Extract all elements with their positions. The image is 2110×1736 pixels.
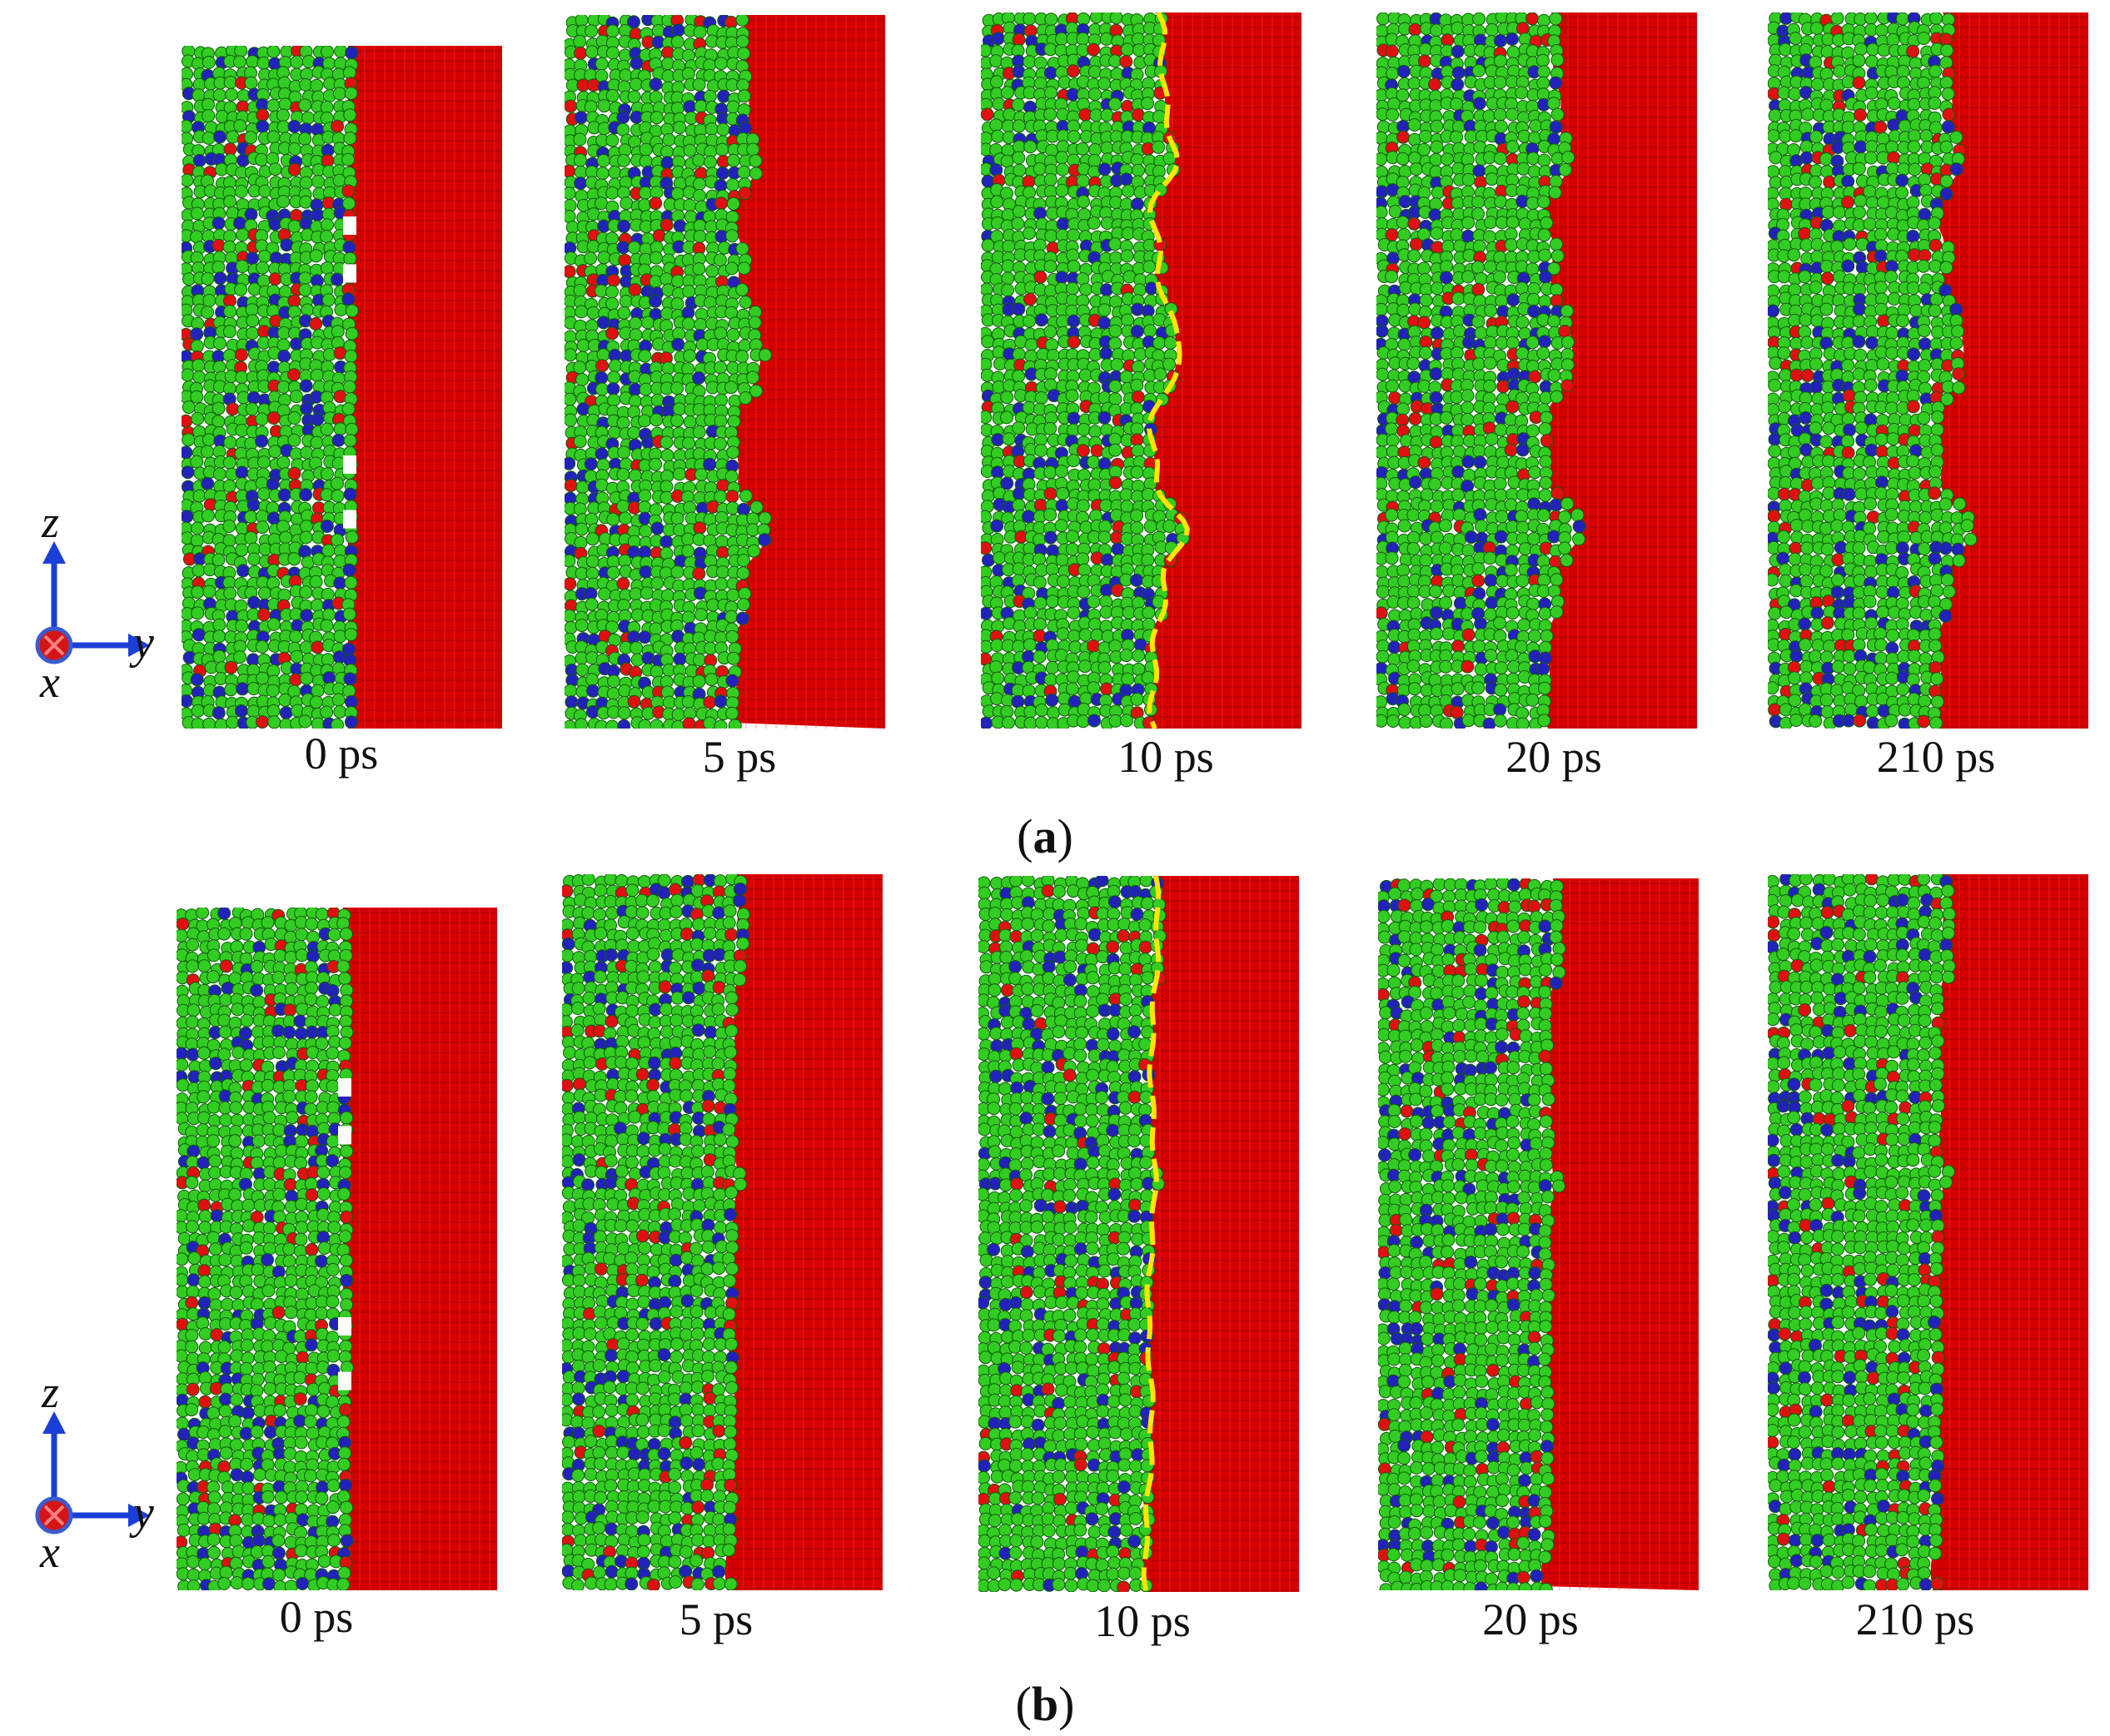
amorphous-atoms: [1768, 874, 1956, 1590]
crystal-region: [343, 908, 497, 1590]
amorphous-atoms: [177, 908, 354, 1590]
axis-triad-a-svg: z y x: [35, 497, 154, 707]
snapshot-b-10ps: [978, 876, 1299, 1592]
amorphous-atoms: [562, 874, 750, 1590]
time-label-a-2: 10 ps: [1117, 732, 1214, 782]
crystal-lattice: [1545, 12, 1697, 729]
x-axis-label-b: x: [39, 1527, 60, 1577]
snapshot-a-210ps: [1768, 12, 2088, 729]
interface-marker-line: [1141, 876, 1162, 1592]
crystal-region: [724, 874, 883, 1590]
crystal-lattice: [1544, 878, 1699, 1590]
z-axis-label-a: z: [41, 497, 59, 547]
y-axis-label-a: y: [129, 617, 154, 669]
amorphous-atoms: [1378, 878, 1566, 1590]
time-label-b-0: 0 ps: [279, 1592, 354, 1642]
axis-triad-a: z y x: [25, 497, 167, 707]
time-label-b-3: 20 ps: [1482, 1594, 1579, 1644]
time-label-a-4: 210 ps: [1876, 732, 1996, 782]
time-label-a-3: 20 ps: [1505, 732, 1602, 782]
crystal-lattice: [733, 15, 885, 729]
time-label-b-2: 10 ps: [1094, 1596, 1191, 1646]
panel-label-b: (b): [1015, 1677, 1075, 1731]
y-arrowhead-a: [128, 634, 150, 657]
crystal-region: [1933, 12, 2088, 729]
crystal-region: [348, 46, 502, 729]
crystal-lattice: [1149, 12, 1301, 729]
snapshot-a-5ps: [565, 15, 885, 729]
crystal-lattice: [728, 874, 883, 1590]
snapshot-a-20ps: [1376, 12, 1697, 729]
interface-marker-line: [1146, 12, 1190, 729]
snapshot-b-20ps: [1378, 878, 1699, 1590]
crystal-region: [1141, 876, 1299, 1592]
snapshot-a-0ps: [182, 46, 502, 729]
time-label-b-1: 5 ps: [679, 1594, 754, 1644]
panel-label-a: (a): [1017, 809, 1073, 863]
z-arrowhead-a: [42, 541, 66, 564]
y-arrowhead-b: [128, 1504, 150, 1527]
snapshot-b-5ps: [562, 874, 883, 1590]
amorphous-atoms: [565, 15, 772, 729]
time-label-a-1: 5 ps: [702, 732, 777, 782]
crystal-region: [1147, 12, 1301, 729]
interface-voids: [338, 1078, 351, 1390]
z-axis-label-b: z: [41, 1367, 59, 1417]
amorphous-atoms: [182, 46, 359, 729]
amorphous-atoms: [1376, 12, 1586, 729]
snapshot-b-210ps: [1768, 874, 2088, 1590]
snapshot-b-0ps: [177, 908, 497, 1590]
time-label-b-4: 210 ps: [1855, 1594, 1975, 1644]
crystal-region: [1542, 12, 1697, 729]
snapshot-a-10ps: [981, 12, 1301, 729]
axis-triad-b-svg: z y x: [35, 1367, 154, 1577]
x-axis-label-a: x: [39, 657, 60, 707]
interface-voids: [343, 216, 356, 529]
crystal-region: [1930, 874, 2088, 1590]
crystal-lattice: [1933, 874, 2088, 1590]
z-arrowhead-b: [42, 1411, 66, 1434]
y-axis-label-b: y: [129, 1487, 154, 1539]
amorphous-atoms: [978, 876, 1167, 1592]
time-label-a-0: 0 ps: [304, 729, 379, 778]
crystal-lattice: [1936, 12, 2088, 729]
amorphous-atoms: [1768, 12, 1978, 729]
amorphous-atoms: [981, 12, 1190, 729]
crystal-lattice: [1144, 876, 1299, 1592]
axis-triad-b: z y x: [25, 1367, 167, 1577]
